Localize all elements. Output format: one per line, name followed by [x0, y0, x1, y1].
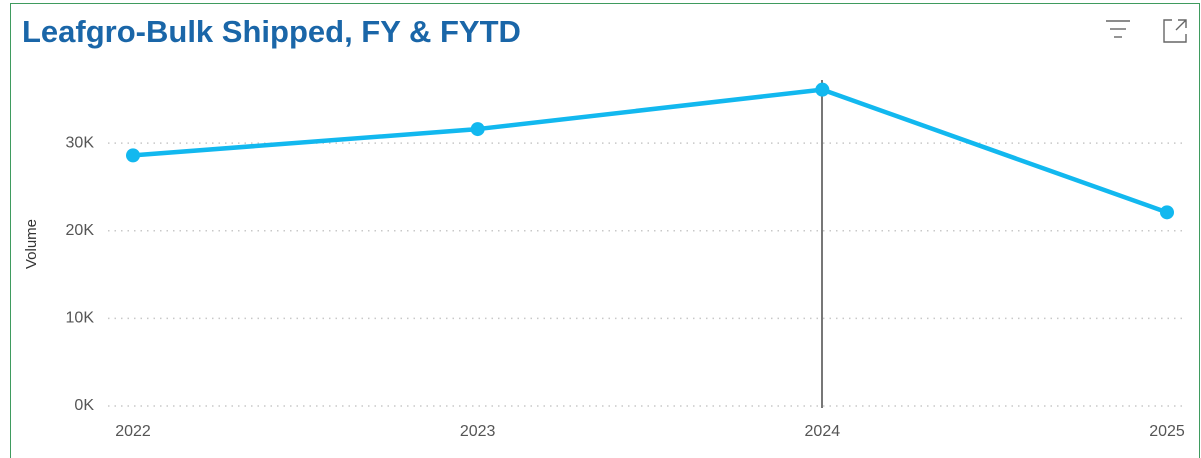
y-tick-label: 20K [66, 222, 95, 239]
filter-icon[interactable] [1106, 20, 1130, 38]
focus-icon[interactable] [1163, 19, 1187, 43]
x-tick-label: 2022 [115, 423, 151, 440]
y-tick-label: 30K [66, 134, 95, 151]
frame [10, 3, 1200, 458]
chart-title: Leafgro-Bulk Shipped, FY & FYTD [22, 14, 521, 49]
data-point [470, 122, 485, 137]
series-line [132, 87, 1168, 215]
data-point [1160, 205, 1174, 220]
y-tick-label: 0K [74, 397, 94, 414]
x-tick-label: 2025 [1149, 423, 1185, 440]
y-axis-label: Volume [23, 219, 40, 269]
data-point [126, 148, 140, 163]
y-tick-label: 10K [66, 310, 95, 327]
data-point [815, 82, 830, 97]
x-tick-label: 2024 [805, 423, 841, 440]
x-tick-label: 2023 [460, 423, 496, 440]
